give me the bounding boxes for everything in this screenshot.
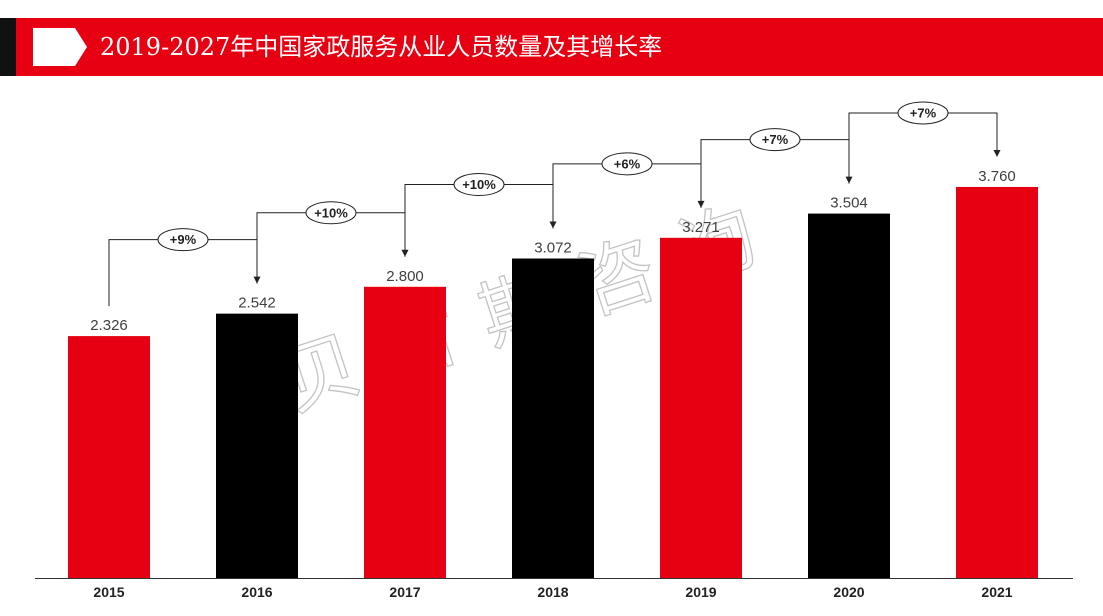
growth-badge: [749, 128, 801, 152]
value-label-2020: 3.504: [830, 195, 868, 212]
title-banner: 2019-2027年中国家政服务从业人员数量及其增长率: [0, 18, 1103, 76]
growth-badge: [897, 101, 949, 125]
growth-rate-label: +9%: [170, 232, 197, 247]
growth-rate-label: +10%: [462, 177, 496, 192]
bar-2015: [68, 336, 150, 578]
value-label-2018: 3.072: [534, 240, 572, 257]
x-tick-label-2016: 2016: [241, 584, 272, 600]
growth-badge: [157, 228, 209, 252]
growth-badge: [305, 201, 357, 225]
arrow-tag-icon: [33, 28, 87, 66]
value-label-2021: 3.760: [978, 168, 1016, 185]
growth-rate-label: +7%: [910, 105, 937, 120]
x-tick-label-2021: 2021: [981, 584, 1012, 600]
value-label-2017: 2.800: [386, 268, 424, 285]
x-tick-label-2015: 2015: [93, 584, 124, 600]
x-axis: 2015 2016 2017 2018 2019 2020 2021: [35, 578, 1073, 600]
banner-dark-strip: [0, 18, 16, 76]
bar-2021: [956, 186, 1038, 578]
bar-2016: [216, 313, 298, 578]
value-labels-group: 2.326 2.542 2.800 3.072 3.271 3.504 3.760: [90, 168, 1016, 334]
growth-rate-label: +6%: [614, 156, 641, 171]
value-label-2019: 3.271: [682, 219, 720, 236]
bar-2017: [364, 286, 446, 578]
growth-badge: [453, 173, 505, 197]
x-tick-label-2017: 2017: [389, 584, 420, 600]
growth-arrowhead-icon: [993, 149, 1001, 157]
growth-rate-label: +10%: [314, 205, 348, 220]
x-tick-label-2019: 2019: [685, 584, 716, 600]
bar-2020: [808, 213, 890, 579]
bar-2019: [660, 237, 742, 579]
x-tick-label-2018: 2018: [537, 584, 568, 600]
bar-2018: [512, 258, 594, 578]
value-label-2016: 2.542: [238, 295, 276, 312]
growth-badge: [601, 152, 653, 176]
bars-group: [68, 186, 1038, 579]
value-label-2015: 2.326: [90, 317, 128, 334]
growth-connectors-group: +9% +10% +10% +6% +7% +7%: [108, 101, 1001, 307]
x-tick-label-2020: 2020: [833, 584, 864, 600]
page-title: 2019-2027年中国家政服务从业人员数量及其增长率: [100, 33, 663, 61]
growth-rate-label: +7%: [762, 132, 789, 147]
